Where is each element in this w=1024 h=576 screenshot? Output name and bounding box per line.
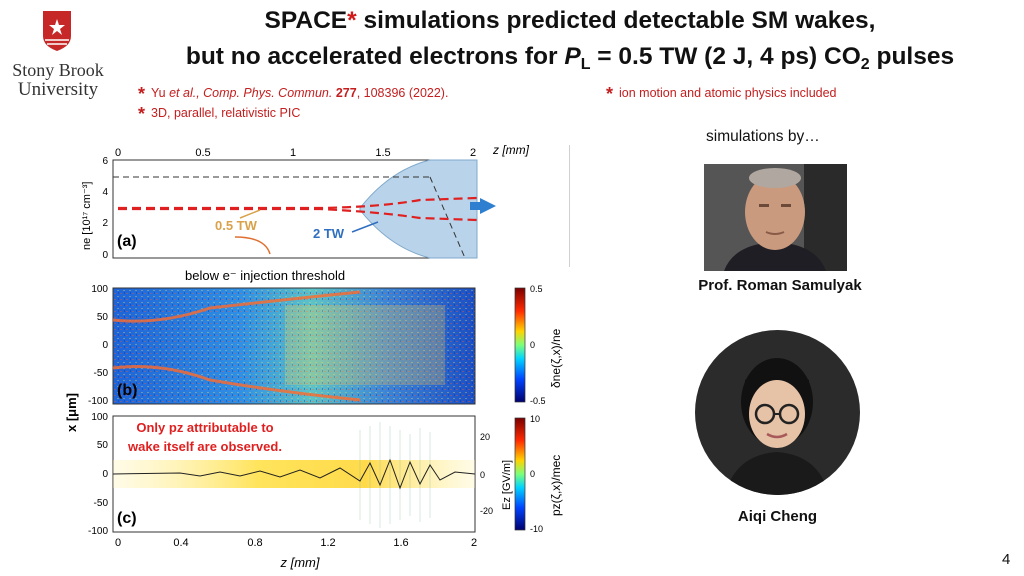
bottom-tick: 0 [115, 537, 121, 549]
logo-line2: University [17, 79, 99, 100]
c-cbar-tick: 10 [530, 414, 540, 424]
simulations-by-label: simulations by… [706, 128, 820, 145]
stony-brook-logo: Stony Brook University [6, 10, 110, 102]
c-ez-label: Ez [GV/m] [501, 460, 513, 510]
top-tick: 0 [115, 147, 121, 159]
bottom-tick: 1.6 [393, 537, 408, 549]
bottom-tick: 2 [471, 537, 477, 549]
panel-a: 6 4 2 0 ne [10¹⁷ cm⁻³] (a) 0.5 TW 2 TW b… [81, 156, 496, 283]
a-ytick: 6 [102, 156, 108, 167]
reference-ion-motion: * ion motion and atomic physics included [606, 84, 837, 104]
photo-aiqi-cheng [695, 330, 860, 495]
c-panel-label: (c) [117, 510, 137, 527]
figure-divider [569, 145, 570, 267]
panel-b: 100 50 0 -50 -100 (b) 0.5 0 -0.5 δne(ζ,x… [88, 284, 563, 407]
a-ylabel: ne [10¹⁷ cm⁻³] [81, 182, 93, 250]
c-ytick: -100 [88, 526, 108, 537]
b-ytick: 0 [102, 340, 108, 351]
a-ytick: 0 [102, 250, 108, 261]
bottom-tick: 0.8 [247, 537, 262, 549]
label-05tw: 0.5 TW [215, 218, 258, 233]
b-ytick: 100 [91, 284, 108, 295]
slide-title-line2: but no accelerated electrons for PL = 0.… [185, 43, 955, 73]
b-panel-label: (b) [117, 382, 137, 399]
b-ytick: -100 [88, 396, 108, 407]
a-ytick: 2 [102, 218, 108, 229]
top-tick: 0.5 [195, 147, 210, 159]
reference-pic: * 3D, parallel, relativistic PIC [138, 104, 301, 124]
photo-roman-samulyak [704, 164, 847, 271]
bottom-axis: 0 0.4 0.8 1.2 1.6 2 z [mm] [115, 537, 477, 570]
panel-c: 100 50 0 -50 -100 20 0 -20 Ez [GV/m] (c)… [88, 412, 563, 537]
c-cbar-label: pz(ζ,x)/mec [549, 455, 563, 516]
reference-citation: * Yu et al., Comp. Phys. Commun. 277, 108… [138, 84, 449, 104]
person1-name: Prof. Roman Samulyak [698, 277, 862, 294]
shield-icon [43, 11, 71, 51]
b-cbar-tick: -0.5 [530, 396, 546, 406]
b-ytick: 50 [97, 312, 109, 323]
b-cbar-tick: 0.5 [530, 284, 543, 294]
top-axis-label: z [mm] [492, 143, 530, 157]
a-panel-label: (a) [117, 233, 137, 250]
page-number: 4 [1002, 551, 1011, 568]
c-cbar-tick: -10 [530, 524, 543, 534]
c-ytick: -50 [94, 498, 109, 509]
x-axis-ylabel: x [μm] [64, 393, 79, 432]
top-tick: 2 [470, 147, 476, 159]
person2-name: Aiqi Cheng [737, 508, 818, 525]
c-ez-tick: -20 [480, 506, 493, 516]
c-ez-tick: 0 [480, 470, 485, 480]
top-tick: 1 [290, 147, 296, 159]
top-axis: 0 0.5 1 1.5 2 z [mm] [115, 143, 530, 159]
bottom-tick: 0.4 [173, 537, 188, 549]
b-cbar-tick: 0 [530, 340, 535, 350]
slide-title-line1: SPACE* simulations predicted detectable … [264, 7, 876, 34]
injection-note: below e⁻ injection threshold [185, 268, 345, 283]
a-ytick: 4 [102, 187, 108, 198]
c-note-line2: wake itself are observed. [127, 439, 282, 454]
bottom-axis-label: z [mm] [280, 555, 320, 570]
simulation-figure: 0 0.5 1 1.5 2 z [mm] 6 4 2 0 ne [10¹⁷ cm… [64, 143, 563, 570]
c-ez-tick: 20 [480, 432, 490, 442]
logo-line1: Stony Brook [12, 60, 104, 80]
bottom-tick: 1.2 [320, 537, 335, 549]
c-cbar-tick: 0 [530, 469, 535, 479]
top-tick: 1.5 [375, 147, 390, 159]
b-cbar-label: δne(ζ,x)/ne [549, 328, 563, 388]
c-note-line1: Only pz attributable to [136, 420, 273, 435]
b-ytick: -50 [94, 368, 109, 379]
c-ytick: 0 [102, 469, 108, 480]
label-2tw: 2 TW [313, 226, 345, 241]
c-ytick: 100 [91, 412, 108, 423]
c-ytick: 50 [97, 440, 109, 451]
